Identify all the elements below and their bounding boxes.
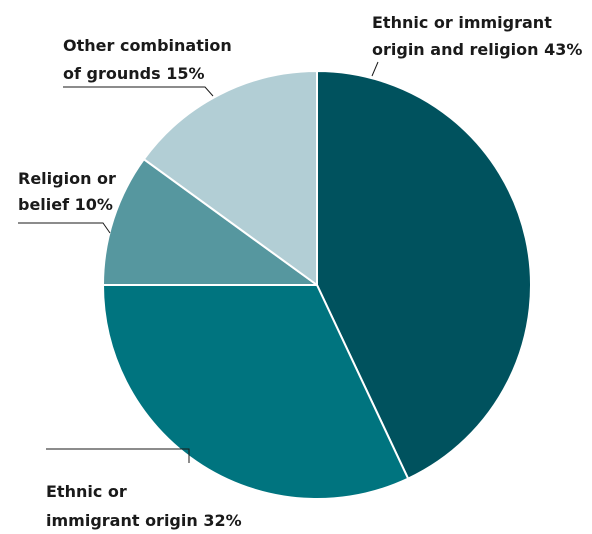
pie-slices [102, 70, 532, 500]
label-line: Religion or [18, 169, 116, 188]
pie-slice [102, 158, 318, 286]
slice-label-other-combination: Other combination of grounds 15% [63, 36, 237, 83]
label-line: origin and religion 43% [372, 40, 582, 59]
slice-label-ethnic-immigrant-religion: Ethnic or immigrant origin and religion … [372, 13, 582, 59]
leader-line [46, 448, 190, 463]
label-line: of grounds 15% [63, 64, 204, 83]
pie-slice [142, 70, 318, 286]
pie-slice [316, 70, 532, 480]
label-line: belief 10% [18, 195, 113, 214]
label-line: Ethnic or immigrant [372, 13, 552, 32]
leader-line [371, 61, 379, 77]
slice-label-religion: Religion or belief 10% [18, 169, 122, 214]
label-line: immigrant origin 32% [46, 511, 242, 530]
leader-lines [18, 61, 379, 463]
label-line: Other combination [63, 36, 232, 55]
leader-line [63, 86, 214, 97]
slice-label-ethnic-immigrant: Ethnic or immigrant origin 32% [46, 482, 242, 530]
pie-slice [102, 284, 410, 500]
label-line: Ethnic or [46, 482, 127, 501]
leader-line [18, 222, 111, 234]
